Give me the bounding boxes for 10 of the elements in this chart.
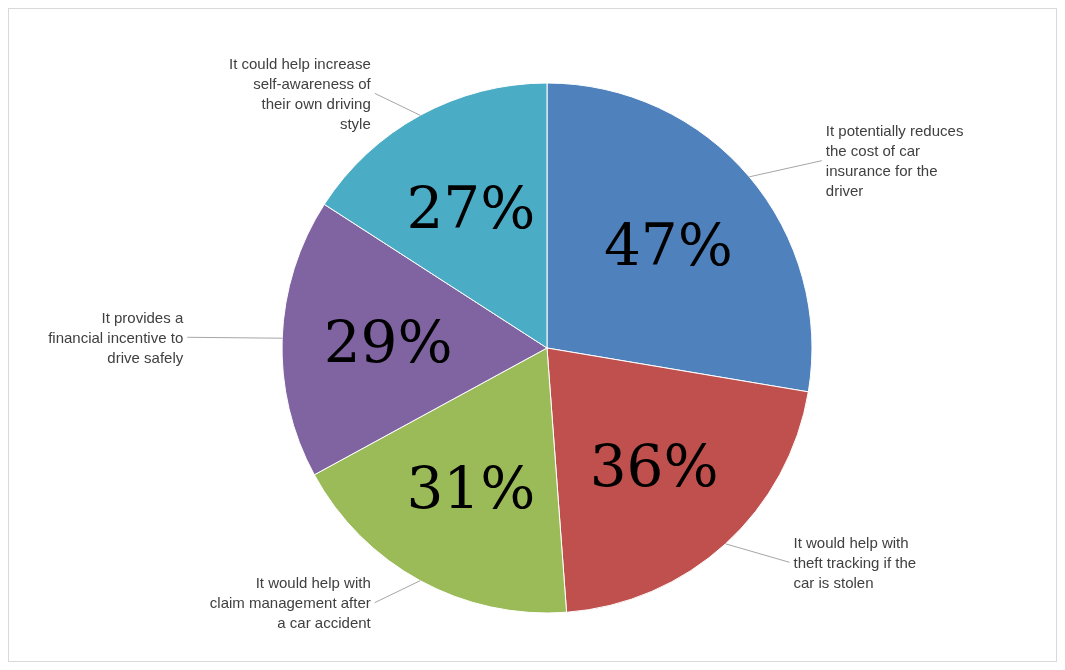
slice-label: It provides a financial incentive to drive safely <box>48 308 184 366</box>
slice-label: It would help with theft tracking if the car is stolen <box>793 533 917 591</box>
data-label: 29% <box>323 308 453 377</box>
slice-label: It could help increase self-awareness of their own driving style <box>228 54 372 132</box>
data-label: 47% <box>603 211 733 280</box>
data-label: 31% <box>406 453 536 522</box>
slice-label: It would help with claim management after a car accident <box>209 574 372 632</box>
data-label: 36% <box>589 431 719 500</box>
data-label: 27% <box>406 174 536 243</box>
slice-label: It potentially reduces the cost of car insurance for the driver <box>825 122 964 200</box>
